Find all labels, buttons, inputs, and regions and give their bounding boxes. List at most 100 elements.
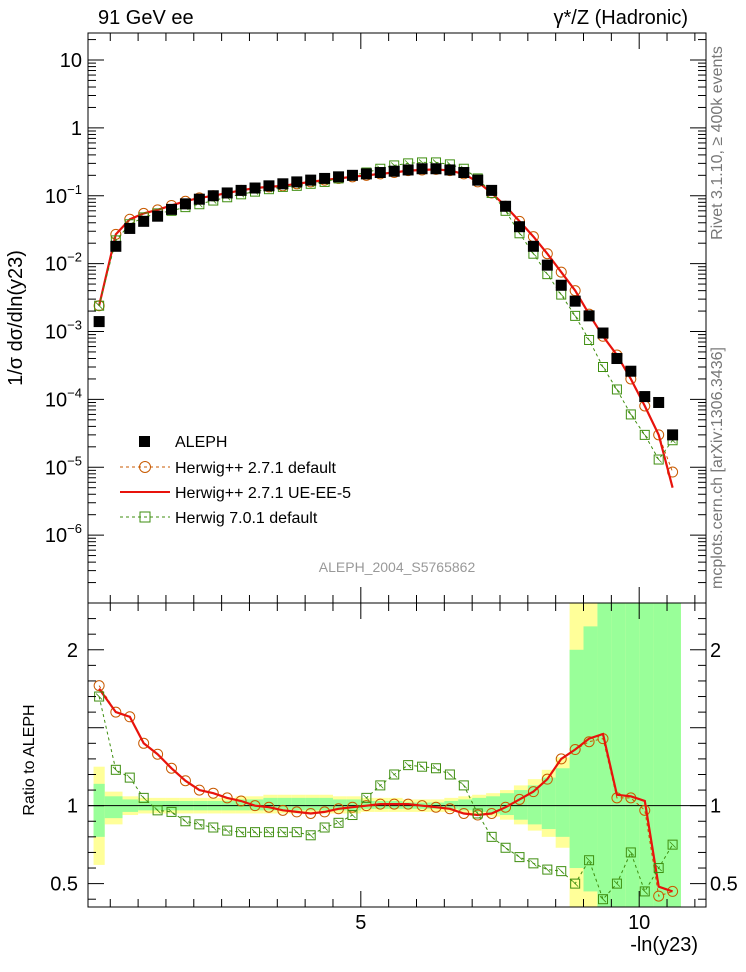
main-ytick-label-5: 10−1 — [45, 182, 82, 208]
header-left: 91 GeV ee — [98, 7, 194, 29]
band-green-40 — [653, 603, 668, 907]
ratio-point-tick-herwig701-19 — [363, 794, 370, 802]
ratio-point-herwig701-11 — [250, 827, 261, 838]
ratio-point-tick-herwig701-30 — [516, 853, 523, 861]
mcplots-label: mcplots.cern.ch [arXiv:1306.3436] — [709, 347, 726, 589]
ratio-point-tick-herwig701-5 — [168, 808, 175, 816]
ratio-point-herwig271-30 — [513, 793, 525, 805]
main-point-herwig701-38 — [625, 409, 636, 420]
ratio-point-herwig701-32 — [542, 864, 553, 875]
main-point-herwig271-34 — [569, 285, 581, 297]
main-ytick-exponent-1: −5 — [67, 453, 82, 468]
ratio-point-tick-herwig701-28 — [488, 833, 495, 841]
main-point-data-4 — [152, 210, 164, 222]
ratio-point-tick-herwig701-8 — [209, 824, 217, 831]
xlabel: -ln(y23) — [630, 934, 698, 956]
ratio-ytick-label-left-2: 2 — [67, 640, 78, 662]
band-green-37 — [611, 603, 626, 907]
main-point-data-0 — [93, 316, 105, 328]
main-point-herwig701-39 — [639, 429, 650, 440]
ratio-point-herwig271-41 — [667, 885, 679, 897]
main-point-tick-herwig701-39 — [641, 431, 649, 439]
main-point-data-20 — [374, 167, 386, 179]
ratio-point-herwig701-31 — [528, 858, 539, 869]
main-series — [93, 157, 679, 488]
ratio-point-herwig701-29 — [500, 842, 511, 853]
ratio-point-tick-herwig701-4 — [154, 807, 161, 814]
ratio-line-ue — [98, 688, 673, 893]
ratio-point-herwig701-37 — [611, 878, 622, 889]
ratio-point-herwig701-1 — [110, 764, 121, 775]
main-point-tick-herwig701-37 — [613, 386, 621, 393]
main-point-data-37 — [611, 353, 623, 365]
main-point-tick-herwig701-38 — [627, 411, 635, 418]
main-point-herwig701-40 — [653, 454, 664, 465]
ratio-point-herwig701-3 — [138, 792, 149, 803]
ratio-point-tick-herwig701-12 — [265, 828, 273, 836]
main-point-tick-herwig701-33 — [557, 291, 565, 298]
main-point-data-2 — [124, 222, 136, 234]
ratio-point-tick-herwig701-40 — [655, 864, 662, 872]
band-green-25 — [444, 800, 459, 809]
main-ytick-label-3: 10−3 — [45, 318, 82, 344]
main-point-data-35 — [583, 310, 595, 322]
ratio-point-tick-herwig701-41 — [669, 841, 676, 848]
ratio-point-tick-herwig701-37 — [613, 880, 621, 887]
ratio-point-herwig701-19 — [361, 792, 372, 803]
ratio-point-herwig701-6 — [180, 816, 191, 827]
main-point-tick-herwig701-0 — [95, 302, 103, 309]
ratio-point-herwig701-39 — [639, 886, 650, 897]
ratio-series — [88, 680, 706, 905]
ratio-point-tick-herwig701-35 — [585, 856, 593, 864]
ratio-point-herwig271-5 — [166, 762, 178, 774]
main-point-tick-herwig701-35 — [585, 336, 593, 344]
band-green-39 — [639, 603, 654, 907]
main-point-data-23 — [416, 163, 428, 175]
band-green-1 — [104, 796, 123, 819]
ratio-point-tick-herwig701-34 — [571, 880, 579, 887]
ratio-point-tick-herwig701-17 — [335, 819, 342, 827]
main-point-data-32 — [541, 259, 553, 271]
ratio-point-herwig701-4 — [152, 805, 163, 816]
band-green-36 — [597, 603, 612, 907]
ratio-point-herwig271-40 — [653, 890, 665, 902]
ratio-point-tick-herwig701-24 — [432, 764, 440, 772]
main-point-data-9 — [221, 187, 233, 199]
ratio-point-herwig701-24 — [430, 763, 441, 774]
band-green-13 — [277, 797, 292, 811]
ratio-ytick-label-right-2: 2 — [710, 640, 721, 662]
main-point-tick-herwig701-34 — [571, 312, 579, 320]
main-ytick-exponent-3: −3 — [67, 318, 82, 333]
ratio-ytick-label-right-0: 0.5 — [710, 874, 738, 896]
main-point-data-11 — [249, 182, 261, 194]
main-point-data-25 — [444, 164, 456, 176]
ratio-point-tick-herwig701-6 — [182, 817, 189, 825]
ratio-point-tick-herwig701-11 — [251, 828, 259, 836]
main-point-data-33 — [555, 279, 567, 291]
band-green-38 — [625, 603, 640, 907]
ratio-point-herwig701-34 — [570, 878, 581, 889]
main-point-data-13 — [277, 178, 289, 190]
ratio-point-tick-herwig701-39 — [641, 888, 649, 895]
ratio-frame — [87, 602, 707, 908]
main-point-data-39 — [639, 391, 651, 403]
ratio-point-tick-herwig701-33 — [557, 867, 565, 875]
main-ytick-label-4: 10−2 — [45, 250, 82, 276]
ratio-point-tick-herwig701-0 — [95, 693, 103, 700]
main-point-data-41 — [667, 429, 679, 441]
ratio-point-tick-herwig701-27 — [474, 810, 482, 817]
ratio-point-herwig701-18 — [347, 810, 358, 821]
ratio-ytick-label-left-0: 0.5 — [50, 874, 78, 896]
ratio-point-herwig701-40 — [653, 863, 664, 874]
ratio-point-herwig701-8 — [208, 822, 219, 833]
main-point-herwig701-35 — [584, 334, 595, 345]
main-point-data-28 — [486, 184, 498, 196]
main-point-data-36 — [597, 327, 609, 339]
ratio-point-herwig271-3 — [138, 737, 150, 749]
legend-marker-herwig271 — [139, 461, 151, 473]
ratio-point-herwig701-15 — [305, 830, 316, 841]
main-point-herwig701-0 — [94, 300, 105, 311]
main-point-data-14 — [291, 176, 303, 188]
x-tick-label-1: 10 — [628, 912, 650, 934]
